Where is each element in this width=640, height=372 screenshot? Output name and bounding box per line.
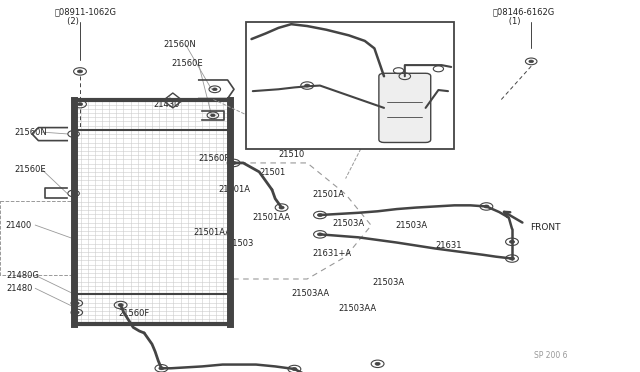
- Circle shape: [77, 103, 83, 106]
- Text: 21501A: 21501A: [219, 185, 251, 194]
- Text: 21501: 21501: [259, 169, 285, 177]
- Circle shape: [71, 132, 76, 135]
- Text: Ⓚ08146-6162G
      (1): Ⓚ08146-6162G (1): [493, 7, 555, 26]
- Text: 21503AA: 21503AA: [291, 289, 330, 298]
- Circle shape: [279, 206, 284, 209]
- Text: SP 200 6: SP 200 6: [534, 351, 568, 360]
- Text: 21503A: 21503A: [396, 221, 428, 230]
- Text: 21501E: 21501E: [339, 87, 371, 96]
- Text: 21400: 21400: [5, 221, 31, 230]
- Circle shape: [305, 84, 310, 87]
- Text: 21501E: 21501E: [252, 85, 283, 94]
- Text: 21560N: 21560N: [163, 40, 196, 49]
- Circle shape: [375, 362, 380, 365]
- Text: 21501A: 21501A: [312, 190, 344, 199]
- Circle shape: [159, 367, 164, 370]
- Circle shape: [212, 88, 217, 91]
- Circle shape: [292, 368, 297, 371]
- Circle shape: [317, 233, 323, 236]
- Text: 21501AA: 21501AA: [253, 213, 291, 222]
- Text: FRONT: FRONT: [530, 223, 561, 232]
- Bar: [74, 100, 230, 324]
- Circle shape: [74, 302, 79, 305]
- Circle shape: [211, 114, 215, 117]
- Text: 21480G: 21480G: [6, 271, 39, 280]
- Text: 21560F: 21560F: [118, 309, 150, 318]
- Circle shape: [509, 240, 515, 243]
- Bar: [246, 22, 454, 149]
- Circle shape: [71, 192, 76, 195]
- Text: ⓝ08911-1062G
     (2): ⓝ08911-1062G (2): [54, 7, 116, 26]
- Circle shape: [118, 304, 123, 307]
- Text: 21560E: 21560E: [172, 59, 203, 68]
- Circle shape: [77, 70, 83, 73]
- Circle shape: [509, 257, 515, 260]
- FancyBboxPatch shape: [379, 73, 431, 142]
- Text: 21503A: 21503A: [333, 219, 365, 228]
- Circle shape: [317, 214, 323, 217]
- Text: 21560N: 21560N: [14, 128, 47, 137]
- Circle shape: [231, 161, 236, 164]
- Text: 21480: 21480: [6, 284, 33, 293]
- Text: 21501AA: 21501AA: [193, 228, 231, 237]
- Text: 21516: 21516: [397, 44, 423, 53]
- Text: 21631: 21631: [435, 241, 461, 250]
- Text: 21503A: 21503A: [372, 278, 404, 287]
- Text: 21503: 21503: [227, 239, 253, 248]
- Text: 21430: 21430: [154, 100, 180, 109]
- Text: 21631+A: 21631+A: [312, 249, 351, 258]
- Circle shape: [74, 311, 79, 314]
- Circle shape: [529, 60, 534, 63]
- Circle shape: [484, 205, 489, 208]
- Text: 21510: 21510: [278, 150, 305, 159]
- Text: 21503AA: 21503AA: [338, 304, 376, 312]
- Text: 21560E: 21560E: [14, 165, 45, 174]
- Text: 21560F: 21560F: [198, 154, 230, 163]
- Text: 21518: 21518: [410, 100, 436, 109]
- Text: 21515: 21515: [254, 31, 280, 40]
